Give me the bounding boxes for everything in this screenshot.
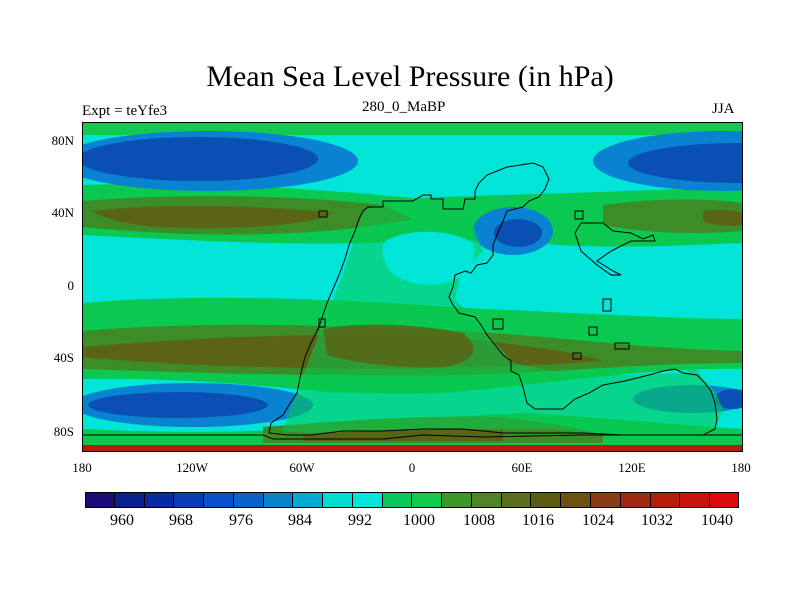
contour-band: [715, 389, 742, 409]
colorbar-swatch: [412, 492, 443, 508]
colorbar-swatch: [233, 492, 264, 508]
lat-label-80n: 80N: [51, 133, 74, 148]
continent-outline: [83, 434, 742, 440]
colorbar-swatch: [680, 492, 711, 508]
colorbar-swatch: [174, 492, 205, 508]
colorbar-label-1000: 1000: [403, 512, 435, 529]
pressure-map-svg: [83, 123, 742, 451]
colorbar-swatch: [561, 492, 592, 508]
contour-band: [323, 324, 474, 368]
island-outline: [602, 298, 612, 312]
island-outline: [574, 222, 656, 276]
contour-band: [303, 428, 503, 441]
contour-band: [382, 231, 475, 285]
colorbar-label-1008: 1008: [463, 512, 495, 529]
colorbar-swatch: [442, 492, 472, 508]
colorbar-swatch: [382, 492, 413, 508]
colorbar-label-976: 976: [229, 512, 253, 529]
colorbar-label-968: 968: [169, 512, 193, 529]
colorbar-swatch: [650, 492, 681, 508]
contour-band: [88, 392, 268, 418]
contour-band: [83, 123, 742, 135]
colorbar-swatch: [85, 492, 115, 508]
period-label: 280_0_MaBP: [362, 99, 446, 115]
colorbar-swatch: [591, 492, 621, 508]
lon-label-180w: 180: [72, 460, 92, 475]
colorbar: [85, 492, 739, 508]
experiment-label: Expt = teYfe3: [82, 103, 168, 119]
colorbar-swatch: [144, 492, 175, 508]
island-outline: [318, 210, 328, 218]
colorbar-swatch: [204, 492, 234, 508]
island-outline: [572, 352, 582, 360]
colorbar-swatch: [323, 492, 353, 508]
island-outline: [318, 318, 326, 328]
colorbar-label-1032: 1032: [641, 512, 673, 529]
colorbar-swatch: [263, 492, 294, 508]
colorbar-swatch: [620, 492, 651, 508]
lat-label-40s: 40S: [53, 350, 74, 365]
lon-label-180e: 180: [731, 460, 751, 475]
colorbar-label-984: 984: [288, 512, 312, 529]
colorbar-label-1016: 1016: [522, 512, 554, 529]
contour-band: [83, 445, 742, 451]
continent-outline: [268, 162, 718, 436]
contour-band: [93, 205, 333, 229]
lon-label-120w: 120W: [176, 460, 208, 475]
island-outline: [588, 326, 598, 336]
lon-label-60e: 60E: [511, 460, 533, 475]
contour-band: [628, 143, 742, 183]
lat-label-0: 0: [67, 278, 75, 293]
contour-band: [83, 137, 318, 181]
contour-band: [703, 210, 742, 226]
lon-label-60w: 60W: [289, 460, 315, 475]
colorbar-label-1040: 1040: [701, 512, 733, 529]
contour-band: [603, 199, 742, 233]
pressure-map: [82, 122, 743, 452]
colorbar-swatch: [471, 492, 502, 508]
island-outline: [574, 210, 584, 220]
lon-label-120e: 120E: [618, 460, 646, 475]
colorbar-swatch: [501, 492, 532, 508]
colorbar-swatch: [293, 492, 324, 508]
colorbar-swatch: [531, 492, 562, 508]
colorbar-swatch: [710, 492, 739, 508]
contour-band: [494, 219, 542, 247]
colorbar-swatch: [352, 492, 383, 508]
colorbar-label-1024: 1024: [582, 512, 614, 529]
island-outline: [614, 342, 630, 350]
lon-label-0: 0: [408, 460, 416, 475]
plot-title: Mean Sea Level Pressure (in hPa): [206, 60, 614, 93]
colorbar-label-992: 992: [348, 512, 372, 529]
colorbar-label-960: 960: [110, 512, 134, 529]
colorbar-swatch: [114, 492, 145, 508]
lat-label-40n: 40N: [51, 205, 74, 220]
season-label: JJA: [712, 101, 735, 117]
lat-label-80s: 80S: [53, 424, 74, 439]
island-outline: [492, 318, 504, 330]
